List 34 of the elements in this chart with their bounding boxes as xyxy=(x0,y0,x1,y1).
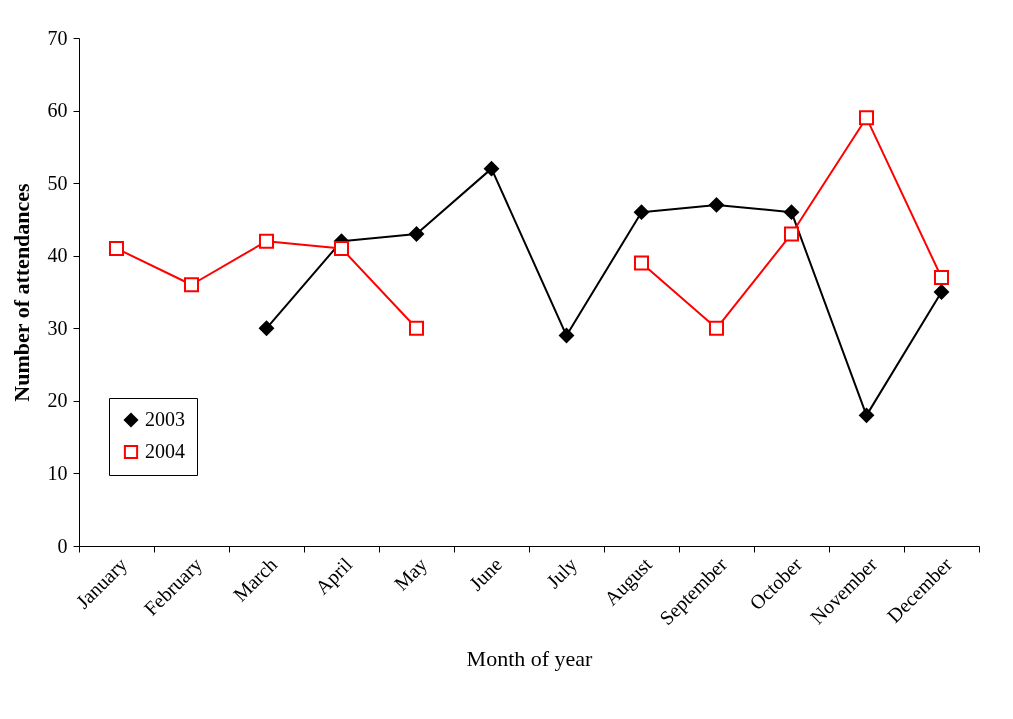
y-tick-label: 70 xyxy=(47,26,68,49)
point xyxy=(633,204,650,220)
point xyxy=(708,197,725,213)
point xyxy=(783,226,800,242)
point xyxy=(858,407,875,423)
y-tick-label: 20 xyxy=(47,389,68,412)
x-axis-title: Month of year xyxy=(466,646,594,672)
point xyxy=(408,320,425,336)
x-tick-label: June xyxy=(464,553,507,595)
y-tick-label: 60 xyxy=(47,99,68,122)
point xyxy=(933,284,950,300)
point xyxy=(333,240,350,256)
x-tick-label: July xyxy=(542,553,582,593)
point xyxy=(258,233,275,249)
point xyxy=(858,110,875,126)
y-tick-label: 50 xyxy=(47,171,68,194)
y-tick-label: 40 xyxy=(47,244,68,267)
y-tick-label: 30 xyxy=(47,316,68,339)
point xyxy=(258,320,275,336)
point xyxy=(183,277,200,293)
point xyxy=(783,204,800,220)
point xyxy=(483,161,500,177)
point xyxy=(558,328,575,344)
point xyxy=(633,255,650,271)
y-tick-label: 0 xyxy=(57,534,68,557)
point xyxy=(408,226,425,242)
legend-label: 2003 xyxy=(145,408,185,430)
legend-label: 2004 xyxy=(145,440,185,462)
y-tick-label: 10 xyxy=(47,461,68,484)
point xyxy=(708,320,725,336)
y-axis-title: Number of attendances xyxy=(8,182,34,402)
point xyxy=(933,269,950,285)
point xyxy=(108,240,125,256)
x-tick-label: May xyxy=(389,553,432,596)
